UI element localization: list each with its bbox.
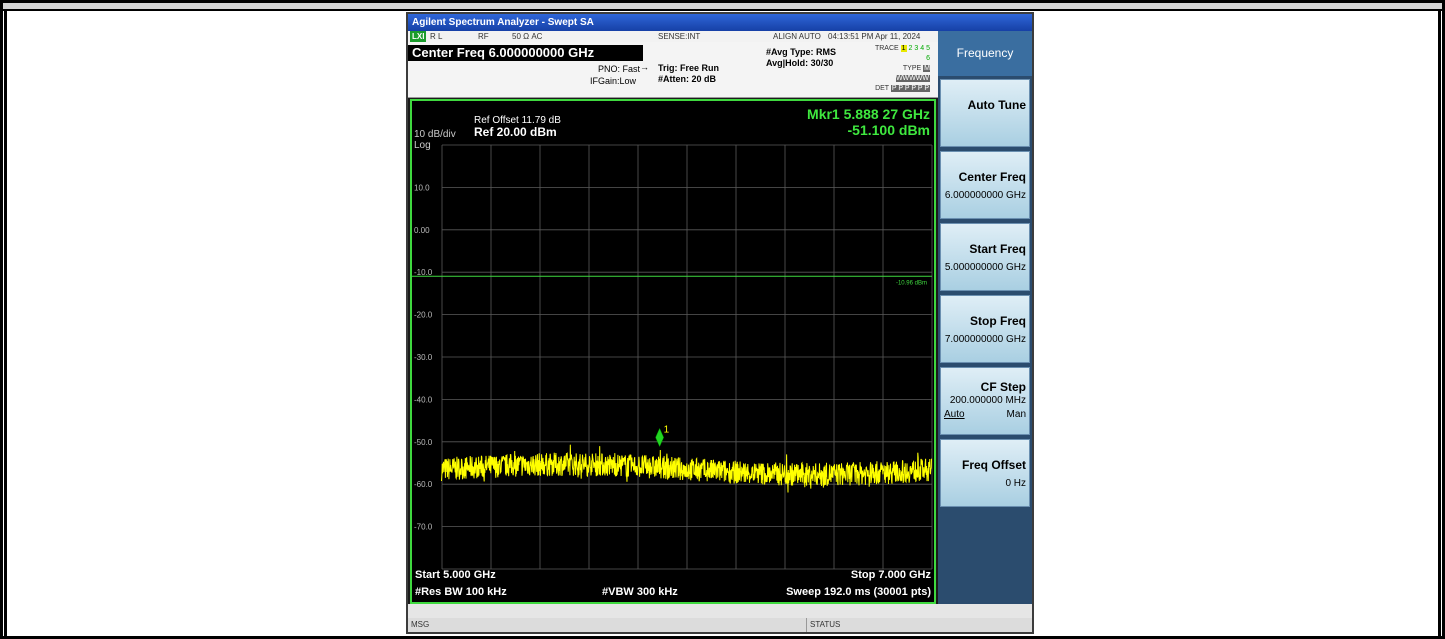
start-freq-button[interactable]: Start Freq 5.000000000 GHz — [940, 223, 1030, 291]
trace-1-line — [441, 444, 932, 493]
atten-label: #Atten: 20 dB — [658, 74, 717, 84]
y-tick-label: -60.0 — [414, 480, 433, 489]
freq-offset-value: 0 Hz — [1005, 478, 1026, 489]
lxi-badge: LXI — [410, 31, 427, 42]
auto-tune-button[interactable]: Auto Tune — [940, 79, 1030, 147]
y-tick-label: -70.0 — [414, 523, 433, 532]
message-bar: MSG STATUS — [408, 618, 1032, 632]
left-border — [4, 11, 7, 639]
bottom-spacer — [408, 604, 1032, 618]
avg-type-label: #Avg Type: RMS — [766, 47, 837, 57]
y-tick-label: -40.0 — [414, 395, 433, 404]
start-freq-label: Start 5.000 GHz — [415, 569, 496, 581]
avg-hold-label: Avg|Hold: 30/30 — [766, 58, 834, 68]
spectrum-analyzer-window: Agilent Spectrum Analyzer - Swept SA LXI… — [406, 12, 1034, 634]
marker-amp-readout: -51.100 dBm — [848, 122, 930, 138]
measurement-info-panel: Center Freq 6.000000000 GHz PNO: Fast → … — [408, 42, 938, 98]
stop-freq-softkey-value: 7.000000000 GHz — [944, 334, 1026, 345]
align-label: ALIGN AUTO — [773, 32, 821, 41]
y-tick-label: -30.0 — [414, 353, 433, 362]
center-freq-button[interactable]: Center Freq 6.000000000 GHz — [940, 151, 1030, 219]
marker-1-label: 1 — [664, 424, 670, 435]
det-value: P P P P P P — [890, 85, 930, 92]
stop-freq-button[interactable]: Stop Freq 7.000000000 GHz — [940, 295, 1030, 363]
y-tick-label: -20.0 — [414, 311, 433, 320]
msg-label: MSG — [411, 620, 430, 629]
pno-arrow-icon: → — [640, 62, 649, 72]
trace-6: 6 — [926, 55, 930, 62]
trace-indicator: TRACE 1 2 3 4 5 6 TYPE M WWWWW DET P P P… — [870, 44, 930, 94]
y-tick-label: 0.00 — [414, 226, 430, 235]
y-tick-label: -10.0 — [414, 268, 433, 277]
log-label: Log — [414, 140, 431, 151]
start-freq-softkey-label: Start Freq — [969, 242, 1026, 256]
softkey-panel: Frequency Auto Tune Center Freq 6.000000… — [938, 31, 1032, 604]
y-tick-label: -50.0 — [414, 438, 433, 447]
start-freq-softkey-value: 5.000000000 GHz — [944, 262, 1026, 273]
limit-line-label: -10.96 dBm — [896, 280, 927, 286]
freq-offset-label: Freq Offset — [961, 458, 1026, 472]
impedance-label: 50 Ω AC — [512, 32, 543, 41]
cf-step-auto-option: Auto — [944, 409, 965, 420]
trace-4: 4 — [920, 45, 925, 52]
center-freq-softkey-label: Center Freq — [958, 170, 1026, 184]
sweep-label: Sweep 192.0 ms (30001 pts) — [786, 586, 931, 598]
cf-step-value: 200.000000 MHz — [949, 395, 1026, 406]
top-strip — [0, 0, 1445, 11]
cf-step-label: CF Step — [980, 380, 1026, 394]
trace-5: 5 — [926, 45, 930, 52]
scale-label: 10 dB/div — [414, 129, 456, 140]
rbw-label: #Res BW 100 kHz — [415, 586, 507, 598]
cf-step-auto-man: Auto Man — [944, 409, 1026, 420]
marker-freq-readout: Mkr1 5.888 27 GHz — [807, 106, 930, 122]
ifgain-label: IFGain:Low — [590, 76, 637, 86]
stop-freq-softkey-label: Stop Freq — [970, 314, 1026, 328]
type-label: TYPE — [902, 65, 922, 72]
trace-label: TRACE — [874, 45, 899, 52]
ref-offset-label: Ref Offset 11.79 dB — [474, 115, 561, 126]
right-border — [1438, 11, 1441, 639]
center-freq-readout: Center Freq 6.000000000 GHz — [408, 45, 643, 61]
marker-1-diamond-icon[interactable] — [655, 427, 664, 448]
pno-label: PNO: Fast — [598, 64, 641, 74]
center-freq-softkey-value: 6.000000000 GHz — [944, 190, 1026, 201]
window-title: Agilent Spectrum Analyzer - Swept SA — [408, 14, 1032, 31]
datetime-label: 04:13:51 PM Apr 11, 2024 — [828, 32, 921, 41]
trace-3: 3 — [914, 45, 919, 52]
freq-offset-button[interactable]: Freq Offset 0 Hz — [940, 439, 1030, 507]
vbw-label: #VBW 300 kHz — [602, 586, 678, 598]
rf-label: RF — [478, 32, 489, 41]
trace-1: 1 — [900, 45, 907, 52]
auto-tune-label: Auto Tune — [967, 98, 1026, 112]
cf-step-man-option: Man — [1006, 409, 1026, 420]
trig-label: Trig: Free Run — [658, 63, 720, 73]
spectrum-plot: Ref Offset 11.79 dB Ref 20.00 dBm 10 dB/… — [412, 106, 933, 598]
y-axis-ticks: 10.0 0.00 -10.0 -20.0 -30.0 -40.0 -50.0 -60.0 -7… — [414, 183, 433, 531]
status-row: LXI R L RF 50 Ω AC SENSE:INT ALIGN AUTO … — [408, 31, 938, 42]
det-label: DET — [875, 85, 889, 92]
stop-freq-label: Stop 7.000 GHz — [851, 569, 932, 581]
status-label: STATUS — [806, 618, 840, 632]
sense-label: SENSE:INT — [658, 32, 701, 41]
cf-step-button[interactable]: CF Step 200.000000 MHz Auto Man — [940, 367, 1030, 435]
spectrum-display[interactable]: Ref Offset 11.79 dB Ref 20.00 dBm 10 dB/… — [410, 99, 936, 604]
rl-label: R L — [430, 32, 443, 41]
menu-title: Frequency — [938, 31, 1032, 76]
y-tick-label: 10.0 — [414, 183, 430, 192]
ref-level-label: Ref 20.00 dBm — [474, 125, 557, 139]
trace-2: 2 — [908, 45, 913, 52]
